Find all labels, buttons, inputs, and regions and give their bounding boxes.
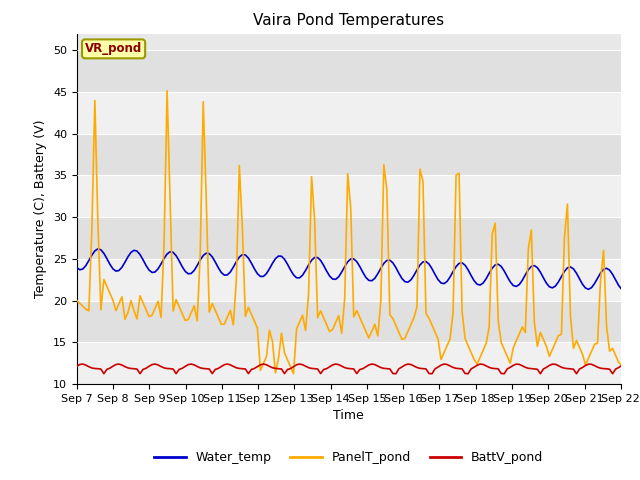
Title: Vaira Pond Temperatures: Vaira Pond Temperatures xyxy=(253,13,444,28)
Bar xyxy=(77,342,621,384)
Bar xyxy=(77,92,621,134)
Legend: Water_temp, PanelT_pond, BattV_pond: Water_temp, PanelT_pond, BattV_pond xyxy=(149,446,548,469)
Bar xyxy=(77,300,621,342)
Bar xyxy=(77,50,621,92)
Text: VR_pond: VR_pond xyxy=(85,42,142,55)
Bar xyxy=(77,259,621,300)
Bar xyxy=(77,175,621,217)
Bar xyxy=(77,217,621,259)
Y-axis label: Temperature (C), Battery (V): Temperature (C), Battery (V) xyxy=(35,120,47,298)
X-axis label: Time: Time xyxy=(333,409,364,422)
Bar xyxy=(77,134,621,175)
